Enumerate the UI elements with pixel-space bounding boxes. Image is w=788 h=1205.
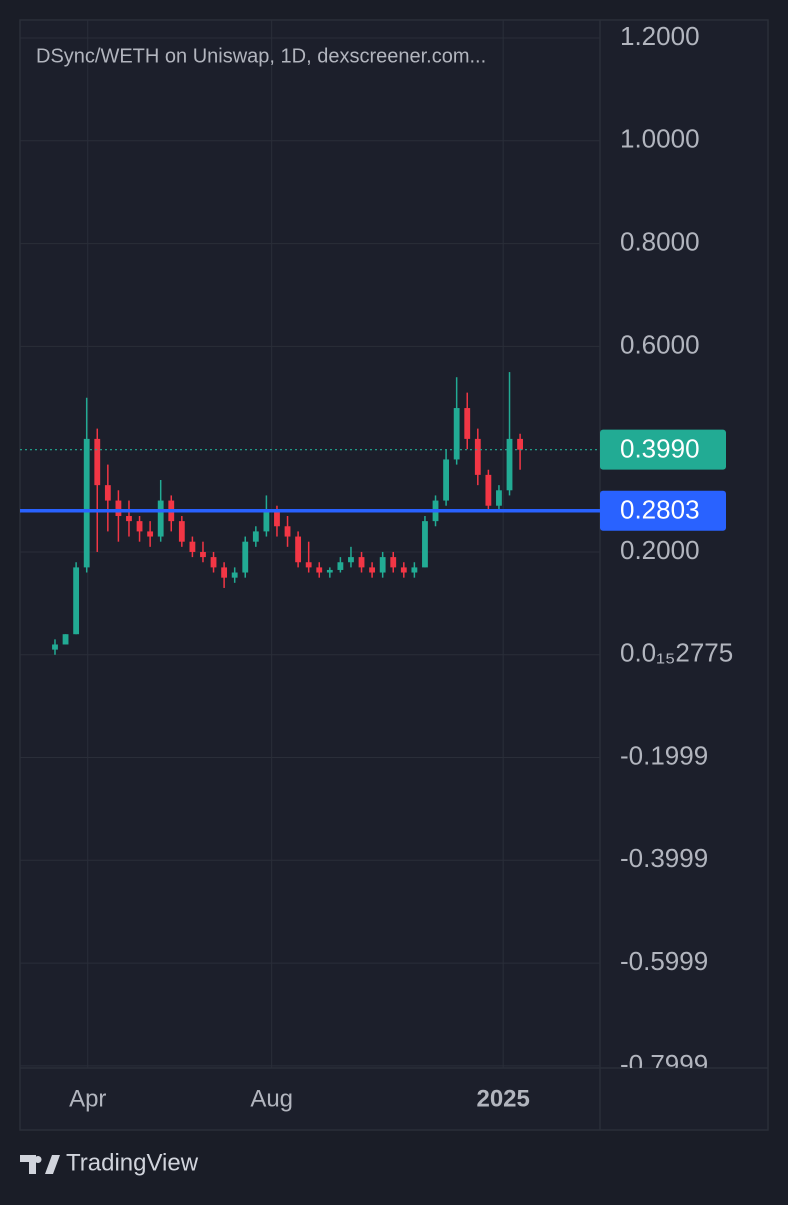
candle-body — [390, 557, 397, 568]
x-tick-label: 2025 — [476, 1085, 529, 1112]
candle-body — [305, 562, 312, 568]
candle-body — [474, 438, 481, 475]
candle-body — [316, 567, 323, 573]
candle-body — [73, 567, 80, 635]
candle-body — [369, 567, 376, 573]
candle-body — [400, 567, 407, 573]
chart-frame — [19, 19, 769, 1131]
x-tick-label: Apr — [69, 1085, 106, 1112]
candle-body — [242, 541, 249, 573]
candle-body — [506, 438, 513, 491]
price-label-box — [600, 490, 726, 531]
candle-body — [485, 474, 492, 506]
logo: TradingView — [20, 1149, 199, 1176]
y-tick-label: -0.1999 — [620, 740, 708, 770]
candle-body — [115, 500, 122, 516]
candle-body — [443, 459, 450, 501]
candle-body — [517, 438, 523, 450]
chart-title: DSync/WETH on Uniswap, 1D, dexscreener.c… — [36, 45, 486, 67]
candle-body — [464, 408, 471, 439]
candle-body — [411, 567, 418, 573]
candle-body — [157, 500, 164, 537]
y-tick-label: -0.7999 — [620, 1049, 708, 1079]
candle-body — [348, 557, 354, 563]
candle-body — [379, 557, 386, 573]
candle-body — [52, 644, 58, 650]
x-tick-label: Aug — [250, 1085, 293, 1112]
candle-body — [136, 521, 143, 532]
y-tick-label: 1.2000 — [620, 21, 700, 51]
y-tick-label: 0.6000 — [620, 329, 700, 359]
candle-body — [126, 515, 132, 522]
candle-body — [210, 557, 217, 568]
candle-body — [453, 408, 460, 460]
price-label: 0.2803 — [620, 495, 700, 525]
candle-body — [422, 521, 428, 568]
y-tick-label: 0.2000 — [620, 535, 700, 565]
candle-body — [83, 438, 90, 568]
brand-name: TradingView — [66, 1149, 199, 1176]
candle-body — [147, 531, 154, 537]
candle-body — [104, 485, 111, 501]
candle-body — [358, 557, 365, 568]
candle-body — [284, 526, 291, 537]
candle-body — [295, 536, 302, 563]
candle-body — [496, 490, 502, 506]
candle-body — [62, 634, 69, 645]
candle-body — [178, 521, 185, 542]
candle-body — [252, 531, 259, 542]
y-tick-label: 0.8000 — [620, 226, 700, 256]
candle-body — [221, 567, 228, 578]
candle-body — [263, 510, 270, 532]
y-tick-label: 1.0000 — [620, 124, 700, 154]
y-tick-label: 0.0₁₅2775 — [620, 638, 733, 668]
y-tick-label: -0.3999 — [620, 843, 708, 873]
logo-icon — [20, 1155, 60, 1174]
candle-body — [94, 438, 101, 486]
y-tick-label: -0.5999 — [620, 946, 708, 976]
candle-body — [231, 572, 238, 578]
candle-body — [200, 551, 206, 558]
candle-body — [337, 562, 344, 570]
candle-body — [274, 510, 280, 527]
candle-body — [326, 569, 333, 573]
candle-body — [189, 541, 196, 552]
price-label-box — [600, 429, 726, 470]
price-label: 0.3990 — [620, 434, 700, 464]
